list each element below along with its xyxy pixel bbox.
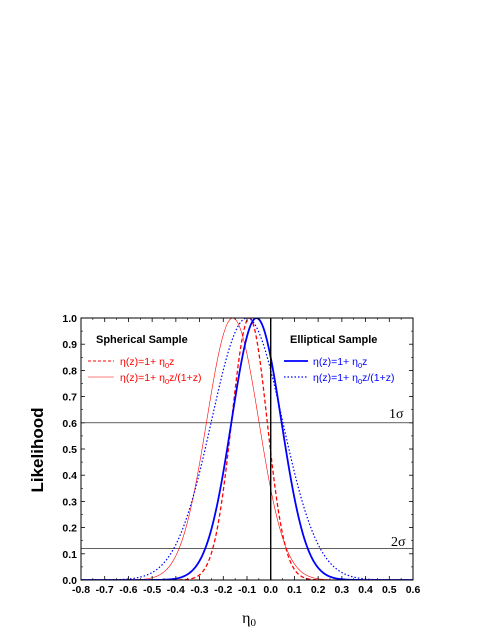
legend-spherical-title: Spherical Sample — [96, 334, 188, 346]
legend-spherical: Spherical Sample η(z)=1+ η0z η(z)=1+ η0z… — [88, 334, 202, 386]
y-tick-label: 0.9 — [62, 339, 77, 351]
x-tick-label: 0.2 — [311, 584, 326, 596]
x-tick-label: -0.7 — [96, 584, 114, 596]
sigma-2-label: 2σ — [391, 535, 406, 550]
y-tick-label: 0.1 — [62, 549, 77, 561]
plot-area: -0.8 -0.7 -0.6 -0.5 -0.4 -0.3 -0.2 -0.1 0.0 0.1 0.… — [62, 313, 420, 596]
x-tick-label: -0.3 — [191, 584, 209, 596]
x-axis-label: η0 — [242, 610, 256, 629]
legend-elliptical: Elliptical Sample η(z)=1+ η0z η(z)=1+ η0… — [284, 334, 395, 386]
y-tick-label: 0.0 — [62, 575, 77, 587]
x-tick-label: -0.5 — [143, 584, 161, 596]
x-tick-label: -0.2 — [214, 584, 232, 596]
y-tick-label: 0.2 — [62, 523, 77, 535]
y-axis-label: Likelihood — [28, 408, 47, 493]
x-tick-label: 0.4 — [358, 584, 373, 596]
x-tick-label: 0.5 — [382, 584, 397, 596]
y-tick-label: 0.3 — [62, 496, 77, 508]
y-tick-label: 1.0 — [62, 313, 77, 325]
y-tick-label: 0.4 — [62, 470, 77, 482]
x-tick-label: -0.1 — [238, 584, 256, 596]
x-tick-label: -0.6 — [119, 584, 137, 596]
sigma-1-label: 1σ — [389, 407, 404, 422]
legend-label-elliptical-ratio: η(z)=1+ η0z/(1+z) — [313, 372, 395, 386]
x-tick-label: -0.4 — [167, 584, 185, 596]
y-tick-label: 0.8 — [62, 365, 77, 377]
x-tick-label: 0.0 — [263, 584, 278, 596]
legend-label-elliptical-linear: η(z)=1+ η0z — [313, 356, 367, 370]
y-tick-label: 0.6 — [62, 418, 77, 430]
legend-elliptical-title: Elliptical Sample — [290, 334, 377, 346]
x-tick-label: 0.6 — [406, 584, 421, 596]
x-tick-label: 0.3 — [335, 584, 350, 596]
y-tick-label: 0.7 — [62, 392, 77, 404]
legend-label-spherical-ratio: η(z)=1+ η0z/(1+z) — [120, 372, 202, 386]
x-tick-label: 0.1 — [287, 584, 302, 596]
x-tick-label: -0.8 — [72, 584, 90, 596]
y-tick-label: 0.5 — [62, 444, 77, 456]
legend-label-spherical-linear: η(z)=1+ η0z — [120, 356, 174, 370]
